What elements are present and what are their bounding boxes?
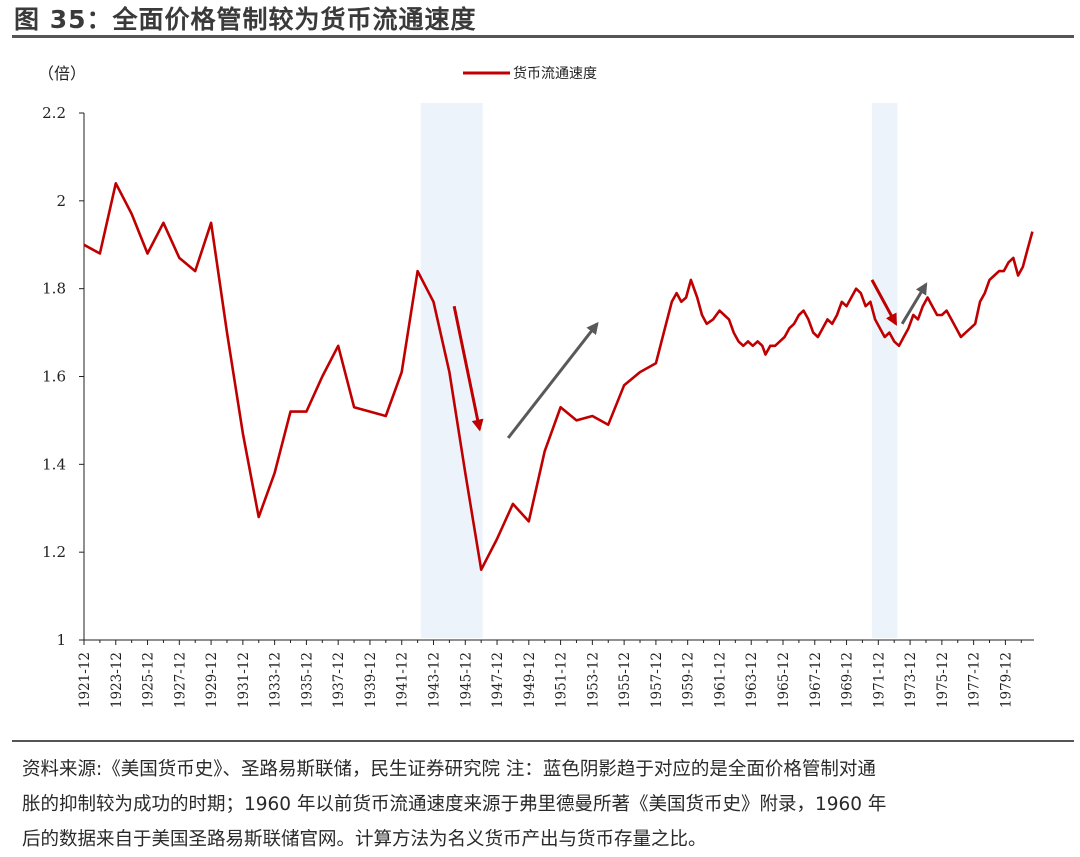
x-tick-label: 1929-12 [204,652,220,708]
title-divider [12,35,1074,38]
legend: 货币流通速度 [463,65,597,82]
y-ticks: 1 1.2 1.4 1.6 1.8 2 2.2 [42,104,84,649]
x-tick-label: 1971-12 [871,652,887,708]
x-tick-label: 1943-12 [426,652,442,708]
x-tick-label: 1961-12 [712,652,728,708]
y-tick-label: 1.8 [42,280,66,298]
x-tick-label: 1979-12 [998,652,1014,708]
x-tick-label: 1939-12 [363,652,379,708]
x-tick-label: 1955-12 [617,652,633,708]
footnote-divider [12,740,1074,742]
x-tick-label: 1935-12 [299,652,315,708]
series-line-velocity [83,182,1034,571]
x-tick-label: 1969-12 [840,652,856,708]
x-tick-label: 1963-12 [744,652,760,708]
y-tick-label: 1.2 [42,543,66,561]
shaded-region-1 [420,103,483,638]
shaded-region-2 [871,103,898,638]
source-note: 资料来源:《美国货币史》、圣路易斯联储，民生证券研究院 注：蓝色阴影趋于对应的是… [22,752,1068,857]
x-tick-label: 1937-12 [331,652,347,708]
x-tick-label: 1921-12 [77,652,93,708]
x-tick-label: 1941-12 [395,652,411,708]
x-tick-label: 1951-12 [554,652,570,708]
x-tick-label: 1977-12 [967,652,983,708]
source-note-line-3: 后的数据来自于美国圣路易斯联储官网。计算方法为名义货币产出与货币存量之比。 [22,829,707,850]
x-tick-label: 1931-12 [236,652,252,708]
up-arrow-4 [900,282,928,325]
x-tick-label: 1927-12 [172,652,188,708]
y-tick-label: 1.4 [42,455,66,473]
series [83,182,1034,571]
source-note-line-2: 胀的抑制较为成功的时期；1960 年以前货币流通速度来源于弗里德曼所著《美国货币… [22,794,887,815]
y-tick-label: 2 [56,192,66,210]
x-ticks: 1921-12 1923-12 1925-12 1927-12 1929-12 1931-… [77,640,1022,708]
down-arrow-1 [452,305,484,432]
x-tick-label: 1923-12 [109,652,125,708]
y-tick-label: 1.6 [42,368,66,386]
y-tick-label: 1 [56,631,66,649]
source-note-line-1: 资料来源:《美国货币史》、圣路易斯联储，民生证券研究院 注：蓝色阴影趋于对应的是… [22,759,876,780]
x-tick-label: 1953-12 [585,652,601,708]
up-arrow-2 [506,321,599,439]
x-tick-label: 1925-12 [141,652,157,708]
x-tick-label: 1975-12 [935,652,951,708]
x-tick-label: 1933-12 [268,652,284,708]
velocity-chart: 11.21.41.61.822.2 1921-12 1923-12 1925-12 1… [38,64,1034,708]
x-tick-label: 1957-12 [649,652,665,708]
x-tick-label: 1959-12 [681,652,697,708]
x-tick-label: 1947-12 [490,652,506,708]
figure-title: 图 35：全面价格管制较为货币流通速度 [14,5,477,34]
x-tick-label: 1945-12 [458,652,474,708]
down-arrow-3 [870,279,898,326]
y-unit-label: （倍） [38,64,86,83]
x-tick-label: 1967-12 [808,652,824,708]
x-tick-label: 1949-12 [522,652,538,708]
shaded-periods [420,103,898,638]
trend-arrows [452,279,928,439]
y-tick-label: 2.2 [42,104,66,122]
legend-label: 货币流通速度 [513,65,597,82]
x-tick-label: 1973-12 [903,652,919,708]
x-tick-label: 1965-12 [776,652,792,708]
